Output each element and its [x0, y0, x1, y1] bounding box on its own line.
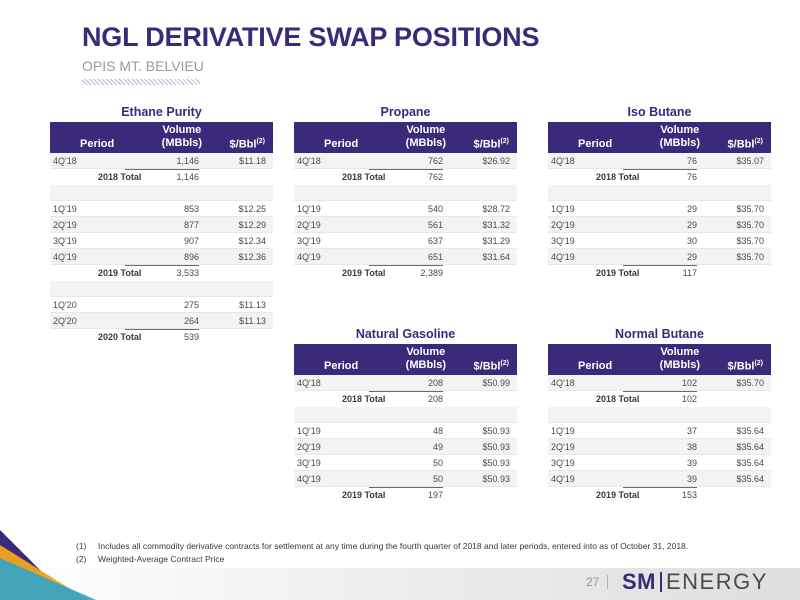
table-total-row: 2018 Total 76 — [548, 169, 771, 185]
table-row: 1Q'19 853 $12.25 — [50, 201, 273, 217]
table-title: Iso Butane — [627, 105, 692, 119]
table-row: 3Q'19 39 $35.64 — [548, 455, 771, 471]
table-total-row: 2018 Total 1,146 — [50, 169, 273, 185]
table-row: 4Q'18 762 $26.92 — [294, 153, 517, 169]
header-volume: Volume (MBbls) — [405, 346, 446, 371]
table-row: 4Q'18 208 $50.99 — [294, 375, 517, 391]
decorative-triangle — [0, 558, 96, 600]
header-price: $/Bbl(2) — [473, 360, 509, 373]
header-price: $/Bbl(2) — [473, 138, 509, 151]
ethane-table: Ethane Purity Period Volume (MBbls) $/Bbl… — [50, 104, 273, 345]
table-row: 4Q'19 29 $35.70 — [548, 249, 771, 265]
table-title: Natural Gasoline — [355, 327, 456, 341]
table-row: 4Q'18 1,146 $11.18 — [50, 153, 273, 169]
table-row: 2Q'19 29 $35.70 — [548, 217, 771, 233]
table-row: 3Q'19 50 $50.93 — [294, 455, 517, 471]
page-subtitle: OPIS MT. BELVIEU — [82, 58, 204, 74]
natural-gasoline-table: Natural Gasoline Period Volume (MBbls) $/… — [294, 326, 517, 503]
footnote: (1) Includes all commodity derivative con… — [76, 541, 689, 551]
table-row: 3Q'19 907 $12.34 — [50, 233, 273, 249]
table-header: Period Volume (MBbls) $/Bbl(2) — [294, 344, 517, 375]
table-total-row: 2019 Total 117 — [548, 265, 771, 281]
table-total-row: 2019 Total 2,389 — [294, 265, 517, 281]
table-total-row: 2018 Total 102 — [548, 391, 771, 407]
table-row: 1Q'19 540 $28.72 — [294, 201, 517, 217]
table-row: 4Q'18 76 $35.07 — [548, 153, 771, 169]
isobutane-table: Iso Butane Period Volume (MBbls) $/Bbl(2)… — [548, 104, 771, 281]
table-spacer — [50, 185, 273, 201]
table-row: 4Q'18 102 $35.70 — [548, 375, 771, 391]
table-row: 1Q'20 275 $11.13 — [50, 297, 273, 313]
table-row: 3Q'19 30 $35.70 — [548, 233, 771, 249]
header-period: Period — [578, 360, 613, 372]
header-price: $/Bbl(2) — [727, 360, 763, 373]
propane-table: Propane Period Volume (MBbls) $/Bbl(2) 4Q… — [294, 104, 517, 281]
table-header: Period Volume (MBbls) $/Bbl(2) — [548, 122, 771, 153]
table-header: Period Volume (MBbls) $/Bbl(2) — [294, 122, 517, 153]
table-total-row: 2020 Total 539 — [50, 329, 273, 345]
table-total-row: 2019 Total 3,533 — [50, 265, 273, 281]
table-title: Propane — [380, 105, 431, 119]
footnotes: (1) Includes all commodity derivative con… — [76, 540, 688, 566]
page-number: 27 — [586, 575, 609, 589]
table-row: 2Q'19 49 $50.93 — [294, 439, 517, 455]
table-spacer — [548, 185, 771, 201]
table-row: 3Q'19 637 $31.29 — [294, 233, 517, 249]
table-title: Ethane Purity — [121, 105, 202, 119]
header-period: Period — [80, 138, 115, 150]
header-volume: Volume (MBbls) — [405, 124, 446, 149]
table-row: 1Q'19 29 $35.70 — [548, 201, 771, 217]
table-spacer — [294, 185, 517, 201]
footer-band — [0, 568, 800, 600]
table-header: Period Volume (MBbls) $/Bbl(2) — [50, 122, 273, 153]
header-period: Period — [324, 360, 359, 372]
table-row: 1Q'19 37 $35.64 — [548, 423, 771, 439]
page-title: NGL DERIVATIVE SWAP POSITIONS — [82, 22, 540, 52]
table-total-row: 2019 Total 197 — [294, 487, 517, 503]
company-logo: SM ENERGY — [622, 569, 768, 594]
table-row: 2Q'20 264 $11.13 — [50, 313, 273, 329]
table-row: 4Q'19 39 $35.64 — [548, 471, 771, 487]
table-row: 2Q'19 38 $35.64 — [548, 439, 771, 455]
normal-butane-table: Normal Butane Period Volume (MBbls) $/Bbl… — [548, 326, 771, 503]
header-volume: Volume (MBbls) — [161, 124, 202, 149]
header-price: $/Bbl(2) — [727, 138, 763, 151]
table-row: 4Q'19 651 $31.64 — [294, 249, 517, 265]
header-period: Period — [324, 138, 359, 150]
header-volume: Volume (MBbls) — [659, 346, 700, 371]
table-row: 4Q'19 896 $12.36 — [50, 249, 273, 265]
table-header: Period Volume (MBbls) $/Bbl(2) — [548, 344, 771, 375]
table-row: 2Q'19 561 $31.32 — [294, 217, 517, 233]
footnote: (2) Weighted-Average Contract Price — [76, 554, 225, 564]
table-total-row: 2019 Total 153 — [548, 487, 771, 503]
table-title: Normal Butane — [615, 327, 704, 341]
table-spacer — [294, 407, 517, 423]
table-total-row: 2018 Total 762 — [294, 169, 517, 185]
table-spacer — [548, 407, 771, 423]
header-period: Period — [578, 138, 613, 150]
decorative-hatch — [82, 79, 200, 85]
header-price: $/Bbl(2) — [229, 138, 265, 151]
table-spacer — [50, 281, 273, 297]
table-row: 4Q'19 50 $50.93 — [294, 471, 517, 487]
table-total-row: 2018 Total 208 — [294, 391, 517, 407]
table-row: 2Q'19 877 $12.29 — [50, 217, 273, 233]
header-volume: Volume (MBbls) — [659, 124, 700, 149]
table-row: 1Q'19 48 $50.93 — [294, 423, 517, 439]
